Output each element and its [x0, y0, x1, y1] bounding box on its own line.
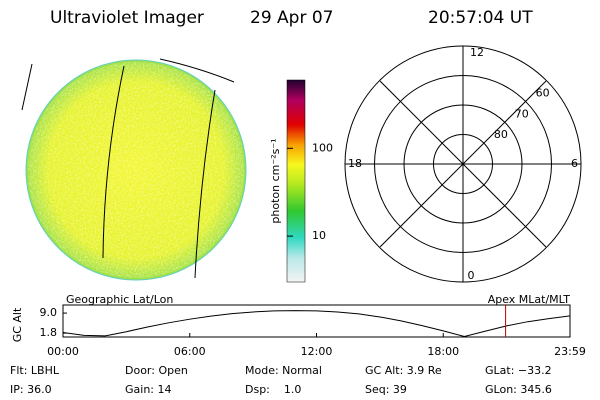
- status-field: Door: Open: [125, 364, 188, 377]
- latitude-label: 70: [515, 107, 529, 120]
- title: Ultraviolet Imager: [50, 8, 204, 28]
- status-field: GC Alt: 3.9 Re: [365, 364, 442, 377]
- altitude-line: [62, 310, 571, 337]
- latitude-ring: [433, 134, 493, 194]
- latitude-label: 60: [536, 86, 550, 99]
- colorbar-tick-label: 10: [312, 229, 326, 242]
- status-field: Dsp: 1.0: [245, 383, 301, 396]
- x-tick-label: 12:00: [301, 345, 333, 358]
- date: 29 Apr 07: [250, 8, 333, 28]
- polar-outer-ring: [344, 45, 582, 283]
- mlt-label: 18: [348, 157, 362, 170]
- status-field: IP: 36.0: [10, 383, 52, 396]
- colorbar-tick-label: 100: [312, 141, 333, 154]
- mlt-label: 12: [470, 46, 484, 59]
- mlt-label: 0: [468, 269, 475, 282]
- status-field: Gain: 14: [125, 383, 172, 396]
- x-tick-label: 00:00: [47, 345, 79, 358]
- status-field: GLon: 345.6: [485, 383, 552, 396]
- status-field: GLat: −33.2: [485, 364, 552, 377]
- status-field: Flt: LBHL: [10, 364, 60, 377]
- mlt-label: 6: [571, 157, 578, 170]
- x-tick-label: 18:00: [427, 345, 459, 358]
- latitude-ring: [374, 75, 552, 253]
- status-field: Mode: Normal: [245, 364, 322, 377]
- y-tick-label: 1.8: [40, 326, 58, 339]
- right-image-label: Apex MLat/MLT: [488, 293, 571, 306]
- x-tick-label: 06:00: [174, 345, 206, 358]
- colorbar-label: photon cm⁻²s⁻¹: [269, 138, 282, 223]
- plot-frame: [62, 304, 571, 338]
- footer: Flt: LBHL Door: Open Mode: Normal GC Alt: 3…: [10, 364, 552, 396]
- time: 20:57:04 UT: [428, 8, 533, 28]
- latitude-label: 80: [494, 128, 508, 141]
- colorbar: 10 100: [286, 79, 333, 283]
- altitude-plot: 00:00 06:00 12:00 18:00 23:59 9.0 1.8: [40, 304, 586, 358]
- latitude-ring: [403, 104, 523, 224]
- status-field: Seq: 39: [365, 383, 407, 396]
- x-tick-label: 23:59: [554, 345, 586, 358]
- y-axis-label: GC Alt: [11, 307, 24, 342]
- left-image-label: Geographic Lat/Lon: [66, 293, 173, 306]
- y-tick-label: 9.0: [40, 306, 58, 319]
- earth-image: [21, 58, 247, 281]
